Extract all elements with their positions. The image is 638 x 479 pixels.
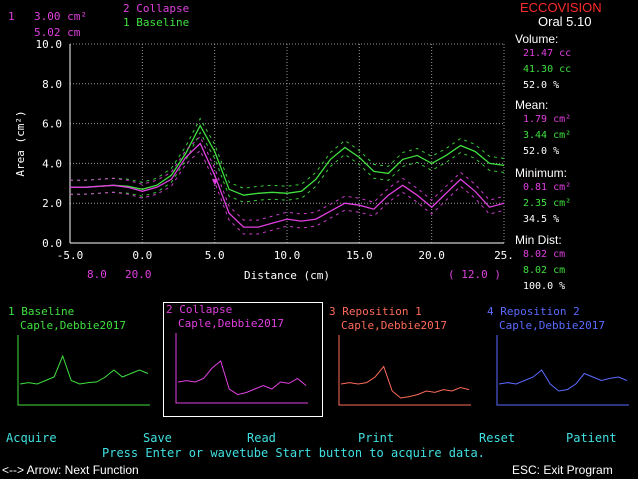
x-tick-label: -5.0 bbox=[57, 249, 84, 262]
cursor-area: 3.00 cm² bbox=[34, 10, 87, 23]
panel-axes bbox=[17, 335, 150, 406]
y-tick-label: 0.0 bbox=[42, 237, 62, 250]
panel-trace-line bbox=[19, 354, 149, 385]
y-tick-label: 6.0 bbox=[42, 118, 62, 131]
y-tick-label: 8.0 bbox=[42, 78, 62, 91]
panel-patient: Caple,Debbie2017 bbox=[20, 319, 126, 332]
panel-title: 3 Reposition 1 bbox=[329, 305, 422, 318]
x-tick-label: 10.0 bbox=[274, 249, 301, 262]
x-tick-label: 15.0 bbox=[346, 249, 373, 262]
arrow-hint: <--> Arrow: Next Function bbox=[2, 463, 139, 477]
mean-label: Mean: bbox=[515, 98, 549, 112]
volume-collapse: 21.47 cc bbox=[523, 48, 572, 59]
min-dist-pct: 100.0 % bbox=[523, 281, 566, 292]
volume-baseline: 41.30 cc bbox=[523, 64, 572, 75]
acquire-button[interactable]: Acquire bbox=[6, 431, 57, 445]
panel-patient: Caple,Debbie2017 bbox=[499, 319, 605, 332]
minimum-pct: 34.5 % bbox=[523, 214, 560, 225]
y-tick-label: 2.0 bbox=[42, 197, 62, 210]
mean-baseline: 3.44 cm² bbox=[523, 130, 572, 141]
panel-title: 4 Reposition 2 bbox=[487, 305, 580, 318]
panel-trace-line bbox=[498, 369, 628, 392]
range-span: ( 12.0 ) bbox=[448, 268, 501, 281]
y-tick-label: 10.0 bbox=[36, 38, 63, 51]
panel-patient: Caple,Debbie2017 bbox=[341, 319, 447, 332]
series-line-collapse bbox=[70, 142, 505, 228]
panel-trace bbox=[175, 333, 308, 404]
cursor-marker bbox=[211, 179, 218, 186]
x-tick-label: 25. bbox=[494, 249, 514, 262]
panel-axes bbox=[175, 333, 308, 404]
trace-panel-2[interactable]: 2 Collapse Caple,Debbie2017 bbox=[163, 302, 323, 417]
volume-pct: 52.0 % bbox=[523, 80, 560, 91]
panel-trace-line bbox=[177, 360, 307, 396]
legend-collapse: 2 Collapse bbox=[123, 2, 190, 15]
panel-trace bbox=[338, 335, 471, 406]
print-button[interactable]: Print bbox=[358, 431, 395, 445]
y-tick-label: 4.0 bbox=[42, 157, 62, 170]
cursor-distance: 5.02 cm bbox=[34, 26, 81, 39]
volume-label: Volume: bbox=[515, 32, 559, 46]
x-tick-label: 0.0 bbox=[132, 249, 152, 262]
mean-collapse: 1.79 cm² bbox=[523, 114, 572, 125]
panel-trace-line bbox=[340, 365, 470, 399]
panel-trace bbox=[496, 335, 629, 406]
area-distance-chart: 0.02.04.06.08.010.0-5.0 0.0 5.0 10.0 15.0 20.… bbox=[14, 38, 514, 282]
panel-patient: Caple,Debbie2017 bbox=[178, 317, 284, 330]
series-line-baseline bbox=[70, 124, 505, 196]
range-start: 8.0 bbox=[87, 268, 107, 281]
series-lower-band bbox=[70, 149, 505, 235]
x-axis-label: Distance (cm) bbox=[244, 269, 330, 282]
version-label: Oral 5.10 bbox=[538, 14, 592, 29]
acquire-prompt: Press Enter or wavetube Start button to … bbox=[102, 446, 485, 460]
trace-panel-3[interactable]: 3 Reposition 1 Caple,Debbie2017 bbox=[327, 305, 477, 413]
panel-axes bbox=[338, 335, 471, 406]
panel-title: 1 Baseline bbox=[8, 305, 75, 318]
patient-button[interactable]: Patient bbox=[566, 431, 617, 445]
legend-baseline: 1 Baseline bbox=[123, 16, 190, 29]
save-button[interactable]: Save bbox=[143, 431, 172, 445]
trace-panel-1[interactable]: 1 Baseline Caple,Debbie2017 bbox=[6, 305, 156, 413]
min-dist-baseline: 8.02 cm bbox=[523, 265, 566, 276]
panel-trace bbox=[17, 335, 150, 406]
trace-panel-4[interactable]: 4 Reposition 2 Caple,Debbie2017 bbox=[485, 305, 635, 413]
panel-title: 2 Collapse bbox=[166, 303, 233, 316]
min-dist-label: Min Dist: bbox=[515, 233, 562, 247]
y-axis-label: Area (cm²) bbox=[14, 110, 27, 176]
panel-axes bbox=[496, 335, 629, 406]
read-button[interactable]: Read bbox=[247, 431, 276, 445]
min-dist-collapse: 8.02 cm bbox=[523, 249, 566, 260]
esc-hint: ESC: Exit Program bbox=[512, 463, 613, 477]
series-upper-band bbox=[70, 135, 505, 221]
brand-title: ECCOVISION bbox=[520, 0, 602, 15]
range-end: 20.0 bbox=[125, 268, 152, 281]
series-upper-band bbox=[70, 117, 505, 189]
series-lower-band bbox=[70, 131, 505, 203]
x-tick-label: 5.0 bbox=[205, 249, 225, 262]
minimum-collapse: 0.81 cm² bbox=[523, 182, 572, 193]
mean-pct: 52.0 % bbox=[523, 146, 560, 157]
x-tick-label: 20.0 bbox=[418, 249, 445, 262]
minimum-label: Minimum: bbox=[515, 166, 568, 180]
cursor-index: 1 bbox=[8, 10, 15, 23]
minimum-baseline: 2.35 cm² bbox=[523, 198, 572, 209]
reset-button[interactable]: Reset bbox=[479, 431, 516, 445]
